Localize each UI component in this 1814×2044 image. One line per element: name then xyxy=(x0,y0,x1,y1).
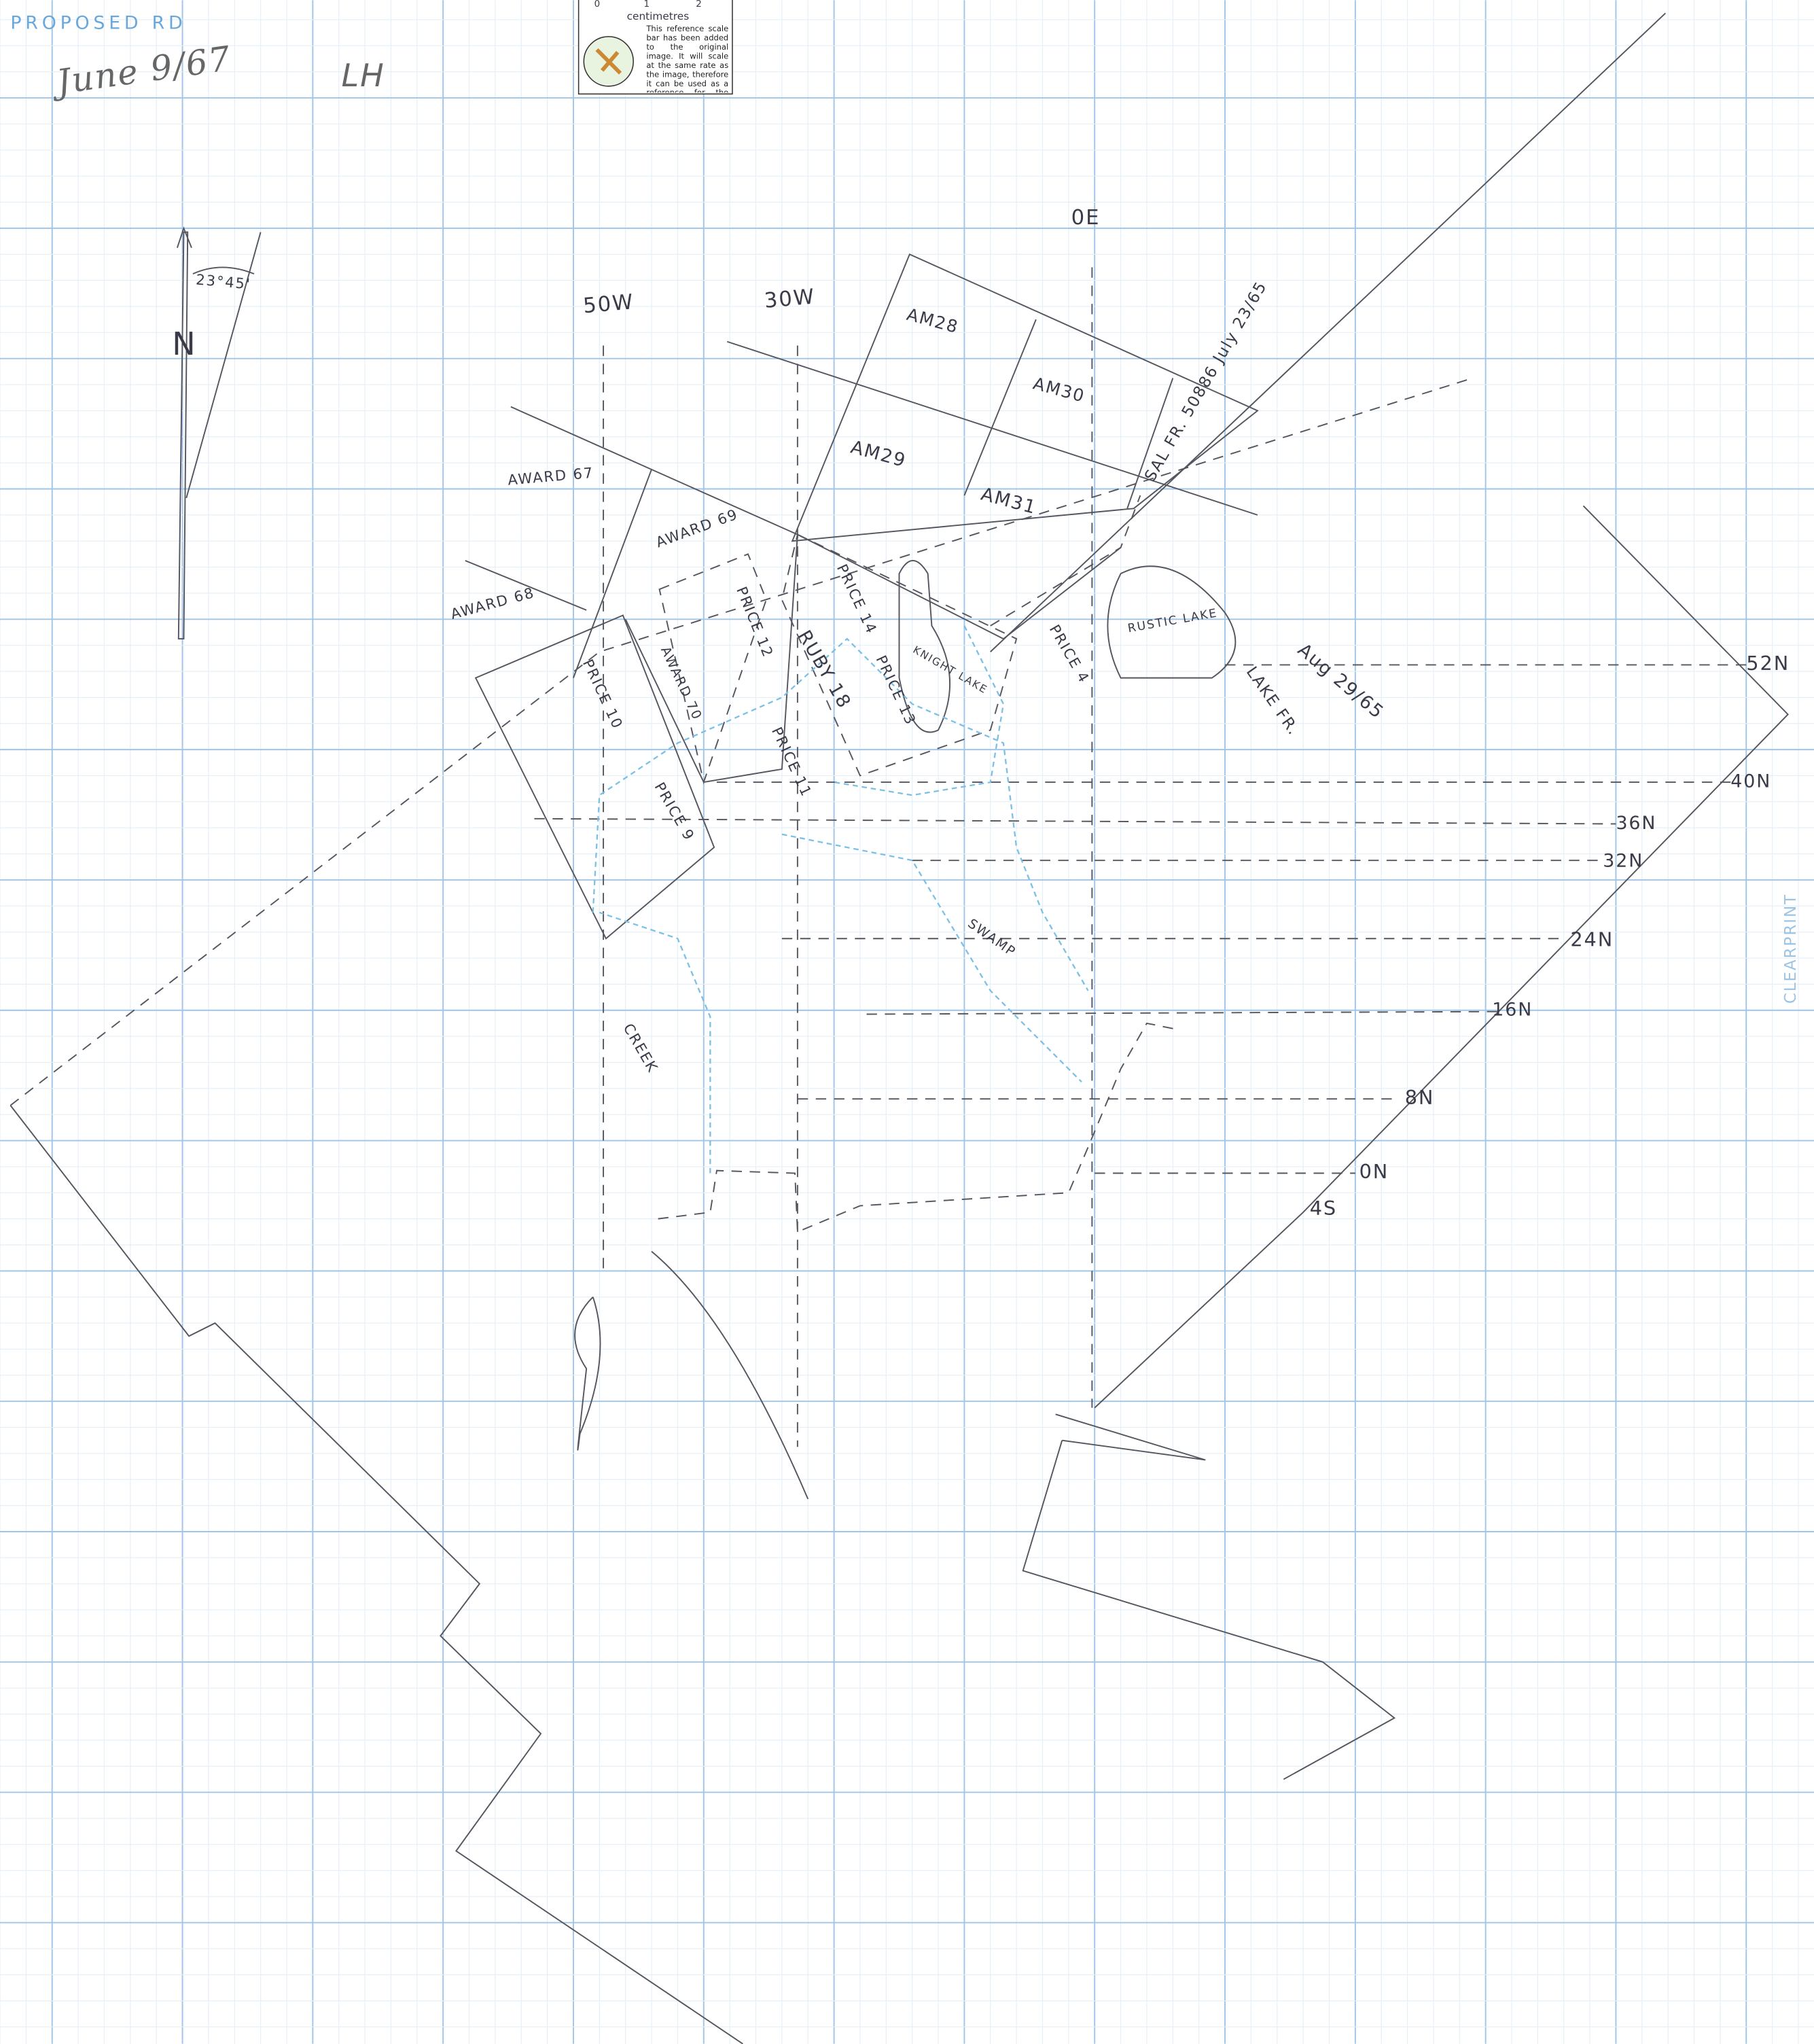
north-label: N xyxy=(172,325,196,362)
map-label: AWARD 69 xyxy=(654,506,741,551)
outline-east xyxy=(990,12,1789,1409)
map-label: LAKE FR. xyxy=(1243,664,1302,739)
map-label: CREEK xyxy=(620,1021,662,1076)
map-label: 30W xyxy=(764,285,817,313)
knight-lake xyxy=(898,560,951,733)
outline-south xyxy=(1022,1413,1396,1780)
scale-caption: This reference scale bar has been added … xyxy=(646,24,729,93)
date: June 9/67 xyxy=(48,39,234,103)
map-label: 32N xyxy=(1603,851,1643,872)
creek-d xyxy=(834,625,1005,796)
map-label: SWAMP xyxy=(965,915,1018,959)
creek-b xyxy=(599,911,711,1174)
scale-bar: 0 1 2 centimetres This reference scale b… xyxy=(577,0,733,95)
scale-tick: 0 xyxy=(594,0,601,10)
price-10 xyxy=(474,614,715,940)
creek-c xyxy=(781,833,1082,1083)
scale-tick: 1 xyxy=(644,0,651,10)
map-label: 52N xyxy=(1746,652,1790,675)
declination: 23°45' xyxy=(195,270,251,292)
map-label: 40N xyxy=(1730,771,1771,792)
map-label: 0E xyxy=(1071,206,1101,230)
map-label: 0N xyxy=(1359,1160,1389,1183)
scale-caption-box: This reference scale bar has been added … xyxy=(646,25,728,93)
north-arrow xyxy=(176,226,262,640)
scale-unit: centimetres xyxy=(627,10,690,22)
price-12 xyxy=(658,553,767,785)
initials: LH xyxy=(342,57,385,94)
outline-dashed xyxy=(10,377,1473,1106)
price-14 xyxy=(781,533,1018,777)
magnetic-line xyxy=(185,232,262,499)
map-label: AWARD 70 xyxy=(658,644,705,723)
map-label: AM30 xyxy=(1031,374,1088,406)
creek-a xyxy=(592,637,1089,991)
proposed-road-note: PROPOSED RD xyxy=(10,12,186,33)
map-label: AWARD 68 xyxy=(448,584,536,622)
declination-arc xyxy=(192,266,255,275)
rustic-lake xyxy=(1107,565,1237,679)
map-label: PRICE 13 xyxy=(872,652,919,728)
map-label: PRICE 4 xyxy=(1046,622,1093,686)
line-16n xyxy=(866,1010,1499,1015)
proposed-road xyxy=(658,1022,1180,1233)
watermark: CLEARPRINT xyxy=(1782,894,1800,1004)
map-label: 24N xyxy=(1570,928,1614,951)
price-4 xyxy=(990,495,1141,627)
creek-south xyxy=(574,1250,809,1500)
map-label: 16N xyxy=(1492,999,1533,1020)
map-label: AM29 xyxy=(849,437,909,472)
award-claims xyxy=(465,406,1122,678)
am-claims xyxy=(727,253,1259,542)
map-label: 4S xyxy=(1310,1197,1337,1220)
arrow-shaft xyxy=(176,226,192,640)
outline-zigzag xyxy=(10,1105,743,2044)
map-label: AWARD 67 xyxy=(507,464,594,489)
scale-tick: 2 xyxy=(696,0,703,10)
logo-mark xyxy=(595,48,622,75)
line-36n xyxy=(534,817,1616,825)
map-label: PRICE 12 xyxy=(733,584,777,660)
map-label: 36N xyxy=(1616,813,1656,834)
map-label: Aug 29/65 xyxy=(1294,639,1388,724)
map-label: 50W xyxy=(582,290,635,318)
award-70 xyxy=(624,534,798,783)
map-label: 8N xyxy=(1405,1086,1435,1109)
survey-lines xyxy=(10,12,1789,2044)
map-label: PRICE 11 xyxy=(768,724,815,800)
